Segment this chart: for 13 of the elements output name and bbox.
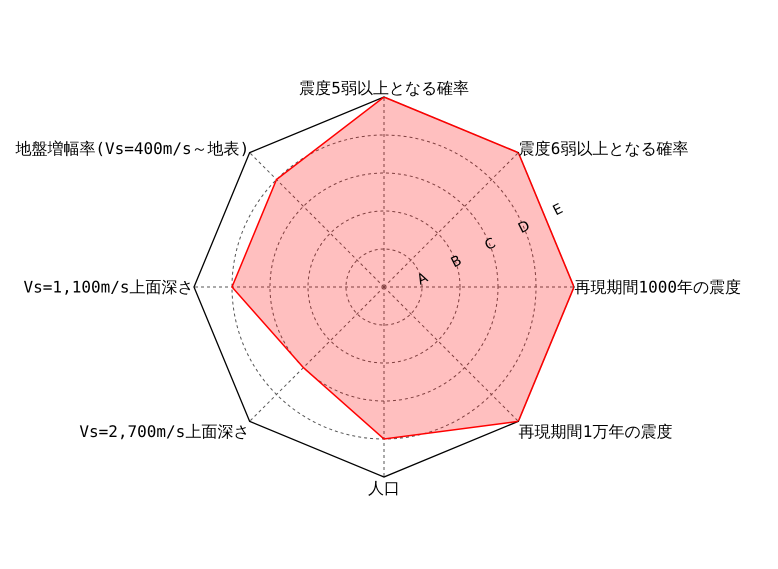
spoke-label: Vs=2,700m/s上面深さ xyxy=(79,422,250,441)
y-tick-label: C xyxy=(482,235,499,254)
y-tick-label: D xyxy=(516,218,533,237)
spoke-label: 再現期間1000年の震度 xyxy=(574,278,742,297)
spoke-label: Vs=1,100m/s上面深さ xyxy=(24,278,194,297)
y-tick-label: B xyxy=(448,252,464,272)
y-tick-label: E xyxy=(550,200,566,220)
spoke-label: 震度6弱以上となる確率 xyxy=(518,138,688,158)
spoke-label: 人口 xyxy=(368,478,400,498)
y-tick-label: A xyxy=(414,270,431,288)
spoke-label: 地盤増幅率(Vs=400m/s～地表) xyxy=(14,138,250,158)
spoke-label: 震度5弱以上となる確率 xyxy=(299,78,469,98)
spoke-label: 再現期間1万年の震度 xyxy=(518,422,672,441)
